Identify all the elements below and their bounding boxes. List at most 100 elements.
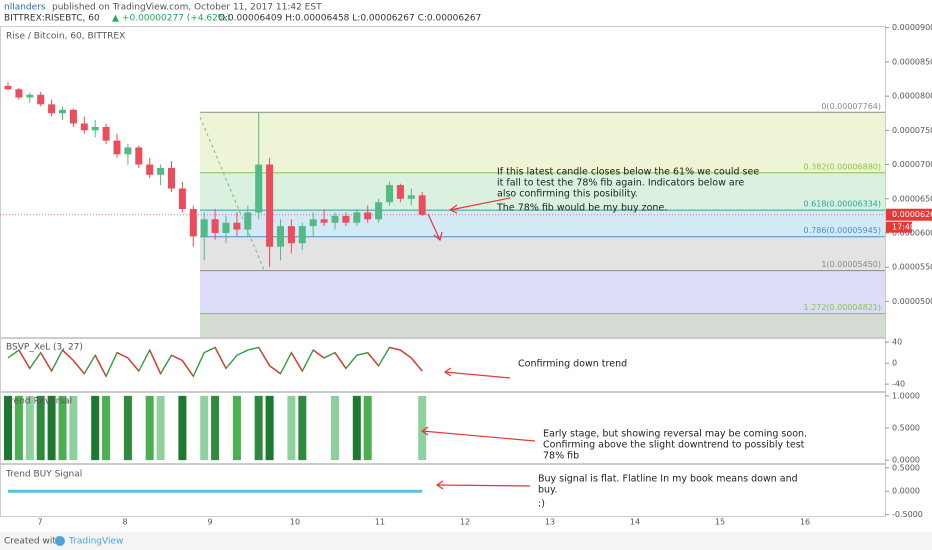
x-tick-label: 10 [290,518,300,527]
y-tick-label: -0.5000 [892,510,923,519]
fib-label: 0.786(0.00005945) [804,226,882,235]
osc-down-segment [269,365,281,375]
fib-label: 1.272(0.00004821) [804,303,882,312]
candle-body [233,222,241,230]
candle-body [331,215,339,223]
osc-title: BSVP_XeL (3, 27) [6,343,83,353]
fib-label: 1(0.00005450) [821,260,881,269]
candle-body [168,167,175,189]
arrow [444,371,511,379]
ohlc: O:0.00006409 H:0.00006458 L:0.00006267 C… [218,14,481,24]
candle-body [386,185,393,203]
candle-body [4,85,12,90]
reversal-bar [4,395,12,461]
symbol: BITTREX:RISEBTC, 60 [4,14,100,24]
candle-body [15,89,23,98]
fib-zone [200,112,885,173]
up-arrow: ▲ [112,14,119,24]
footer-brand[interactable]: TradingView [68,537,123,547]
reversal-bar [352,395,361,461]
reversal-bar [211,395,220,461]
annotation: :) [538,499,545,510]
last-price-label: 0.00006267 [892,210,932,219]
y-tick-label: 0.00005000 [892,297,932,306]
candle-body [211,219,219,233]
candle-body [364,212,372,220]
reversal-title: Trend Reversal [5,397,72,407]
buy-panel [0,464,886,517]
osc-down-segment [149,349,162,374]
y-tick-label: 0.00008000 [892,92,932,101]
fib-zone [200,172,885,211]
candle-body [146,164,154,175]
candle-body [80,123,88,131]
last-price-box [886,208,932,221]
annotation: 78% fib [543,451,579,462]
annotation: Confirming above the slight downtrend to… [543,440,805,451]
y-tick-label: 0.00006500 [892,194,932,203]
x-tick-label: 11 [375,518,385,527]
candle-body [135,147,143,165]
osc-down-segment [94,354,107,377]
candle-body [222,222,230,233]
reversal-bar [418,395,427,461]
candle-body [298,226,306,244]
candle-body [178,188,186,210]
annotation: Early stage, but showing reversal may be… [543,429,807,440]
osc-down-segment [367,352,380,367]
y-tick-label: 40 [892,338,902,347]
osc-down-segment [214,347,227,369]
arrow-head [420,426,429,436]
candle-body [91,126,99,131]
author[interactable]: nllanders [4,3,46,13]
y-tick-label: 0.00009000 [892,23,932,32]
reversal-bar [69,395,78,461]
x-tick-label: 13 [545,518,555,527]
y-tick-label: 0.5000 [892,424,920,433]
y-tick-label: 0.0000 [892,487,920,496]
osc-down-segment [334,352,347,369]
arrow-head [433,231,443,242]
reversal-bar [91,395,100,461]
candle-body [26,94,34,98]
change: +0.00000277 (+4.62%) [122,14,230,24]
annotation: Confirming down trend [518,359,627,370]
y-tick-label: -40 [892,380,905,389]
arrow-head [435,480,444,490]
footer-bar [0,532,932,550]
x-tick-label: 16 [800,518,810,527]
osc-down-segment [389,346,401,351]
fib-label: 0.382(0.00006880) [804,162,882,171]
candle-body [309,219,317,227]
fib-trend-line [199,116,266,273]
candle-body [244,212,252,230]
arrow [421,430,536,442]
chart-title: Rise / Bitcoin, 60, BITTREX [6,32,125,42]
y-tick-label: 0.00006000 [892,228,932,237]
annotation: Buy signal is flat. Flatline In my book … [538,474,798,485]
countdown-box [886,221,912,233]
candle-body [342,215,350,223]
candle-body [189,209,197,237]
fib-label: 0(0.00007764) [821,102,881,111]
candle-body [124,147,132,155]
osc-down-segment [40,352,53,372]
candle-body [353,212,361,223]
reversal-bar [200,395,209,461]
reversal-bar [265,395,274,461]
osc-down-segment [290,352,303,372]
candle-body [320,219,328,223]
candle-body [418,195,426,215]
reversal-bar [36,395,45,461]
fib-label: 0.618(0.00006334) [804,200,882,209]
main-panel [0,26,886,338]
reversal-bar [123,395,132,461]
x-tick-label: 12 [460,518,470,527]
arrow [427,213,441,241]
candle-body [287,226,295,244]
osc-down-segment [116,352,129,359]
footer-created: Created with [4,537,62,547]
candle-body [69,109,77,124]
y-tick-label: 0.5000 [892,463,920,472]
candle-body [255,164,263,213]
